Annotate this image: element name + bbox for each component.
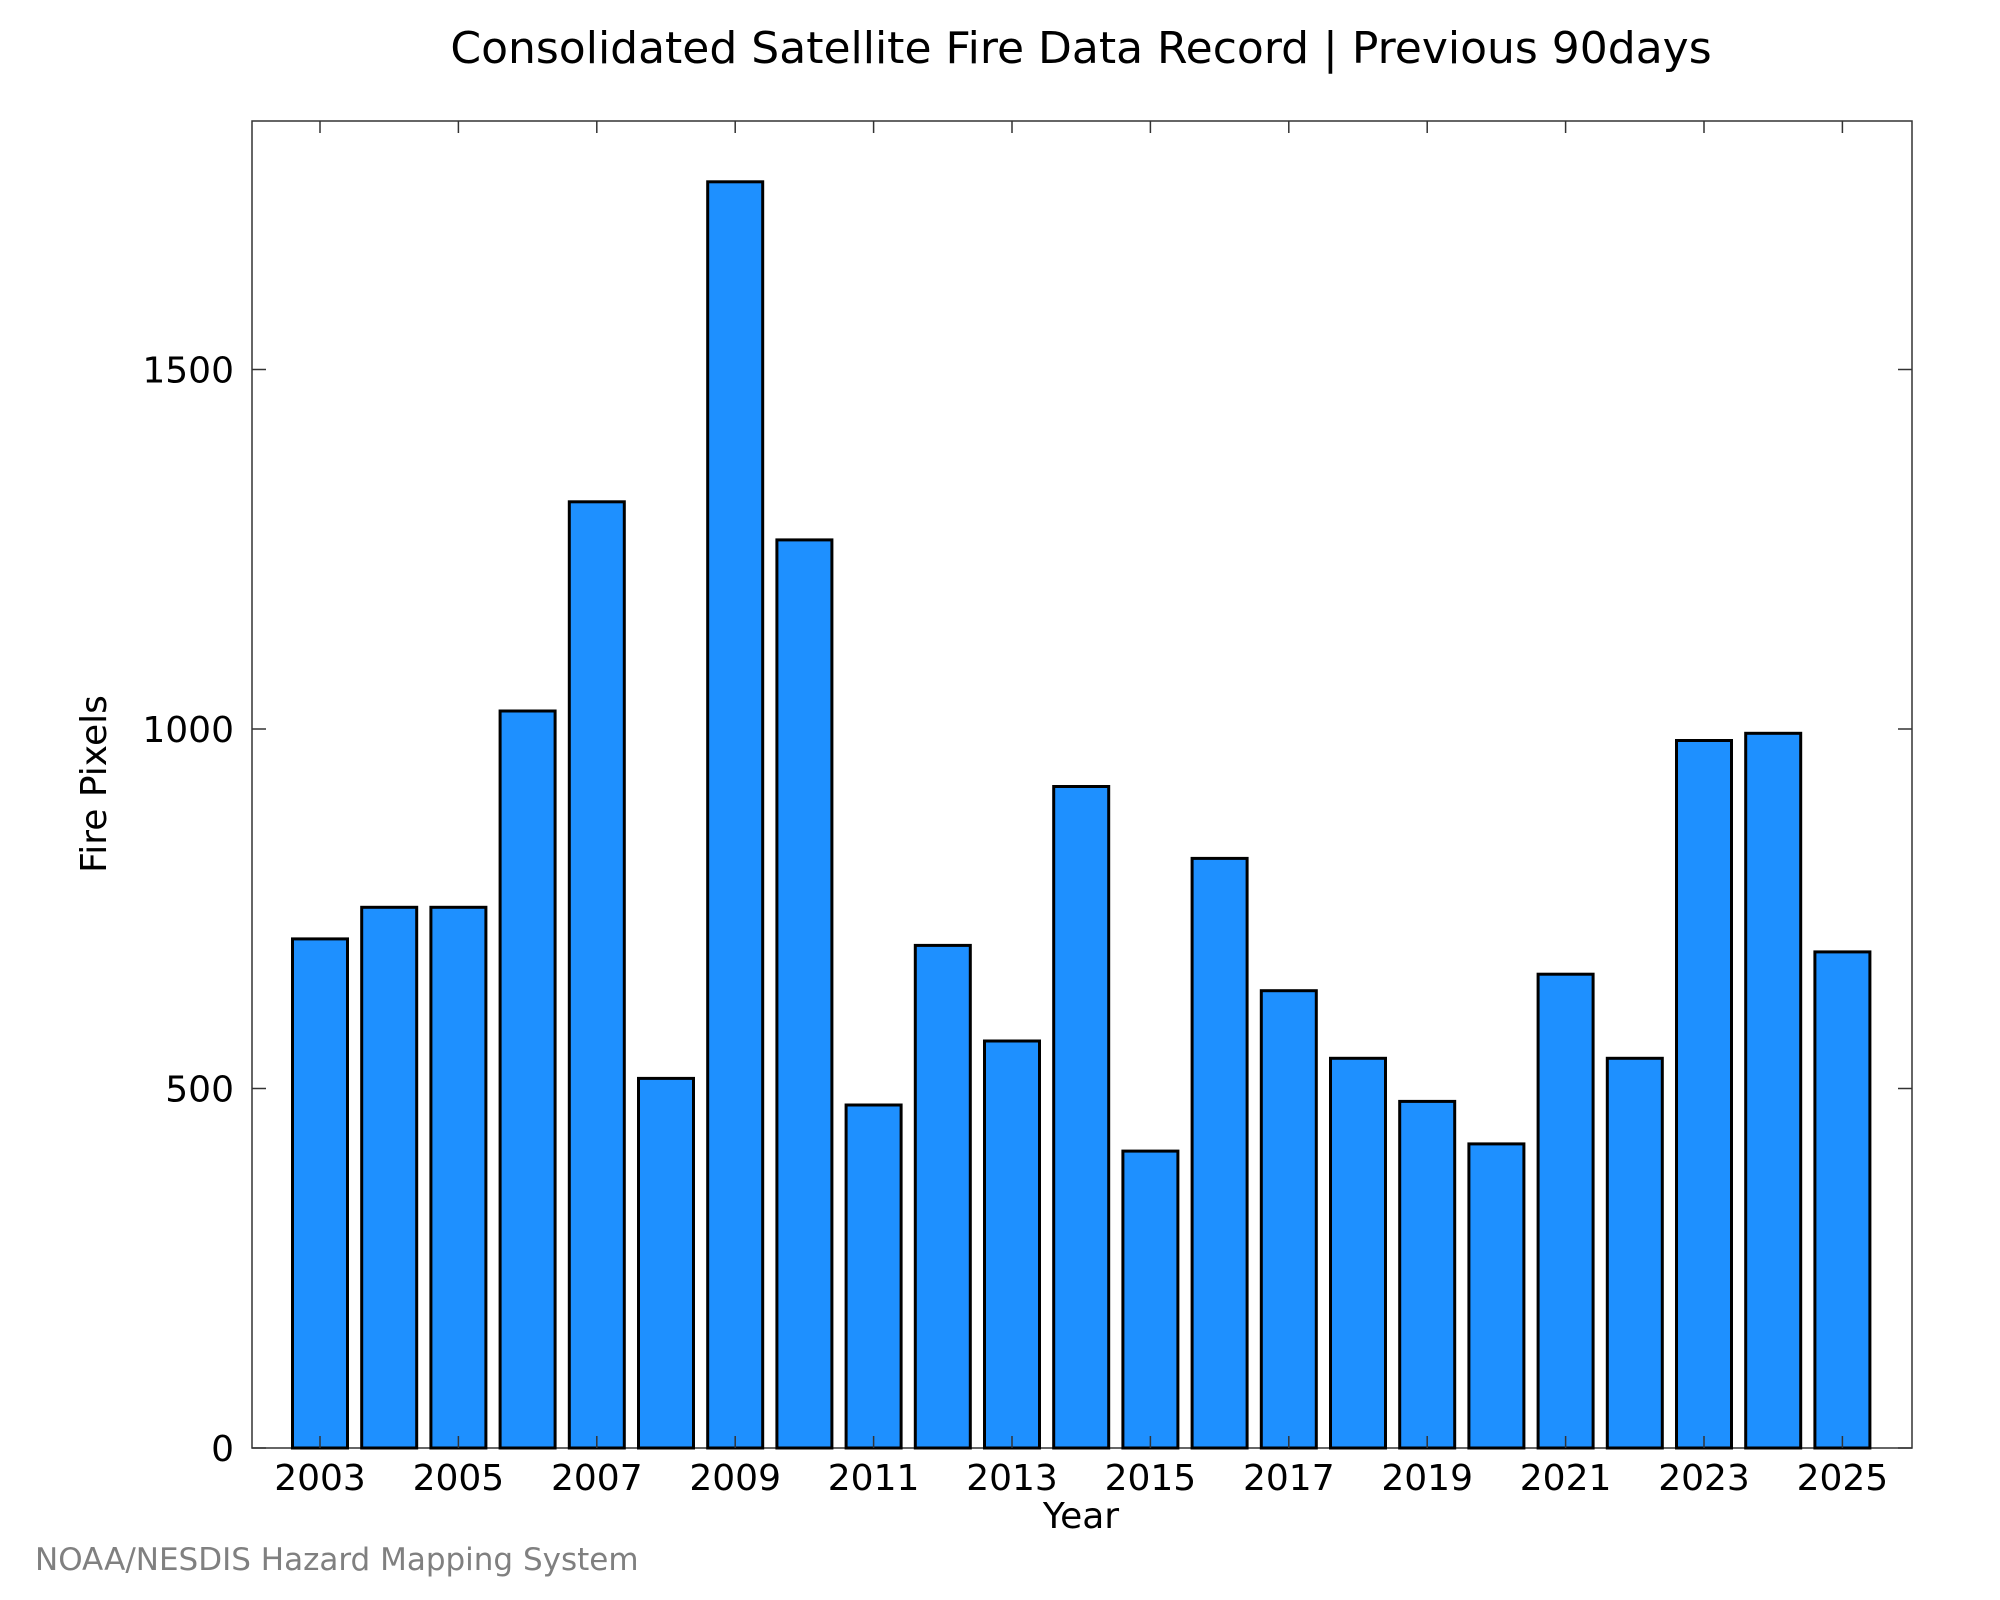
bar-2007 — [567, 500, 626, 1450]
credit-text: NOAA/NESDIS Hazard Mapping System — [35, 1542, 639, 1578]
y-axis-label: Fire Pixels — [74, 695, 115, 873]
bar-2017 — [1259, 989, 1318, 1450]
x-tick-label-2017: 2017 — [1243, 1458, 1335, 1499]
bar-2015 — [1121, 1149, 1180, 1450]
bar-2003 — [291, 937, 349, 1450]
bar-2005 — [429, 905, 488, 1450]
x-tick-label-2025: 2025 — [1797, 1458, 1889, 1499]
bar-2013 — [983, 1039, 1041, 1450]
bar-2018 — [1329, 1056, 1387, 1450]
x-tick-label-2021: 2021 — [1520, 1458, 1612, 1499]
bar-2009 — [706, 180, 765, 1450]
bar-2022 — [1605, 1056, 1664, 1450]
x-tick-label-2015: 2015 — [1105, 1458, 1197, 1499]
x-tick-label-2011: 2011 — [828, 1458, 920, 1499]
x-tick-label-2009: 2009 — [689, 1458, 781, 1499]
x-tick-label-2013: 2013 — [966, 1458, 1058, 1499]
x-tick-label-2003: 2003 — [274, 1458, 366, 1499]
bars-layer — [291, 180, 1872, 1450]
bar-2019 — [1398, 1099, 1457, 1450]
bar-2012 — [913, 943, 972, 1450]
bar-2025 — [1813, 950, 1872, 1450]
bar-2021 — [1536, 972, 1595, 1450]
bar-2014 — [1052, 785, 1111, 1450]
x-tick-label-2023: 2023 — [1658, 1458, 1750, 1499]
x-tick-label-2019: 2019 — [1381, 1458, 1473, 1499]
y-tick-label-500: 500 — [165, 1070, 234, 1111]
bar-2016 — [1190, 856, 1249, 1450]
bar-2008 — [637, 1076, 695, 1450]
bar-2004 — [360, 905, 419, 1450]
bar-2023 — [1675, 739, 1733, 1450]
x-tick-label-2005: 2005 — [413, 1458, 505, 1499]
y-tick-label-1500: 1500 — [142, 351, 234, 392]
bar-2024 — [1744, 731, 1803, 1450]
x-axis-label: Year — [1042, 1496, 1119, 1537]
bar-2011 — [844, 1103, 903, 1450]
chart-title: Consolidated Satellite Fire Data Record … — [450, 23, 1711, 74]
ticks-layer: 2003 2005 2007 2009 2011 2013 2015 2017 2019 2021… — [142, 121, 1912, 1499]
y-tick-label-1000: 1000 — [142, 710, 234, 751]
y-tick-label-0: 0 — [211, 1429, 234, 1470]
bar-2020 — [1467, 1142, 1526, 1450]
x-tick-label-2007: 2007 — [551, 1458, 643, 1499]
bar-2010 — [775, 538, 834, 1450]
bar-2006 — [498, 709, 557, 1450]
